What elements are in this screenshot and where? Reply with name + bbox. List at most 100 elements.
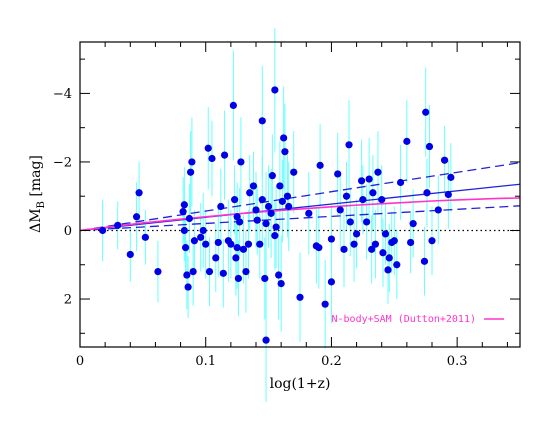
- plot-frame: [79, 41, 521, 348]
- data-point: [271, 86, 279, 94]
- data-point: [258, 196, 266, 204]
- data-point: [425, 142, 434, 151]
- data-point: [262, 336, 270, 344]
- x-tick-label: 0.1: [195, 354, 216, 369]
- y-tick-label: −4: [53, 87, 72, 102]
- data-point: [403, 137, 411, 145]
- data-point: [384, 266, 392, 274]
- data-point: [233, 244, 241, 252]
- data-point: [229, 101, 237, 109]
- data-point: [188, 158, 196, 166]
- data-point: [283, 192, 292, 200]
- data-point: [340, 245, 348, 253]
- data-point: [114, 221, 122, 229]
- data-point: [190, 237, 198, 245]
- data-point: [342, 192, 351, 200]
- data-point: [132, 213, 141, 221]
- x-tick-label: 0.3: [447, 354, 468, 369]
- data-point: [272, 223, 280, 231]
- data-point: [234, 274, 242, 283]
- data-point: [271, 232, 279, 240]
- y-axis-label-unit: [mag]: [28, 155, 44, 197]
- data-point: [184, 283, 192, 291]
- data-point: [220, 151, 229, 159]
- data-point: [365, 175, 373, 183]
- data-point: [275, 271, 283, 279]
- data-point: [281, 148, 289, 156]
- data-point: [447, 173, 455, 181]
- data-point: [256, 240, 264, 248]
- data-point: [409, 220, 417, 228]
- data-point: [204, 144, 212, 152]
- data-point: [199, 226, 207, 235]
- data-point: [345, 141, 353, 149]
- data-point: [239, 245, 248, 253]
- data-point: [379, 249, 387, 257]
- model-curve-5: [79, 197, 521, 232]
- data-point: [262, 220, 270, 228]
- data-point: [267, 209, 275, 217]
- fit-lines-layer: [79, 161, 521, 232]
- data-point: [385, 254, 393, 262]
- data-point: [258, 117, 266, 125]
- ticks-layer: [79, 42, 520, 347]
- data-point: [244, 240, 253, 248]
- data-point: [208, 154, 216, 163]
- data-point: [422, 108, 430, 116]
- data-point: [219, 269, 227, 277]
- y-axis-label-main: ΔM: [28, 208, 44, 232]
- data-point: [350, 240, 358, 248]
- data-point: [440, 156, 449, 164]
- data-point: [232, 254, 240, 262]
- data-point: [264, 202, 273, 211]
- data-point: [212, 254, 220, 262]
- data-point: [363, 218, 371, 226]
- data-point: [434, 206, 442, 214]
- data-point: [428, 237, 436, 245]
- data-point: [179, 208, 187, 216]
- data-point: [393, 261, 401, 269]
- data-point: [202, 240, 210, 248]
- data-point: [327, 235, 336, 243]
- fit-line-solid-1: [79, 183, 521, 232]
- data-point: [189, 268, 197, 276]
- data-point: [296, 293, 304, 301]
- data-point: [126, 250, 134, 259]
- y-tick-label: −2: [53, 155, 72, 170]
- x-tick-label: 0: [76, 354, 84, 369]
- data-point: [268, 172, 276, 180]
- data-point: [276, 182, 284, 190]
- x-axis-label: log(1+z): [270, 376, 331, 392]
- data-point: [197, 233, 205, 241]
- data-point: [352, 230, 361, 238]
- data-point: [154, 268, 162, 276]
- data-point: [369, 189, 377, 197]
- data-point: [99, 226, 107, 235]
- data-point: [346, 218, 354, 226]
- errorbars-layer: [102, 28, 452, 402]
- data-point: [420, 257, 429, 265]
- data-point: [407, 238, 415, 247]
- data-point: [246, 189, 254, 197]
- data-point: [141, 233, 149, 241]
- data-point: [444, 190, 452, 199]
- data-point: [249, 182, 258, 190]
- fit-line-dashed-2: [79, 161, 521, 232]
- data-point: [205, 268, 214, 276]
- data-point: [334, 170, 342, 178]
- data-point: [231, 196, 239, 204]
- data-point: [381, 230, 390, 238]
- data-point: [227, 240, 235, 248]
- data-point: [261, 274, 269, 283]
- data-point: [396, 178, 405, 187]
- data-point: [280, 134, 288, 142]
- data-point: [253, 216, 261, 224]
- fit-line-dashed-3: [79, 205, 521, 232]
- data-point: [217, 202, 225, 211]
- data-point: [277, 280, 285, 288]
- y-axis-label: ΔMB [mag]: [28, 155, 47, 233]
- data-point: [423, 189, 431, 197]
- data-point: [135, 189, 143, 197]
- y-tick-label: 2: [64, 293, 72, 308]
